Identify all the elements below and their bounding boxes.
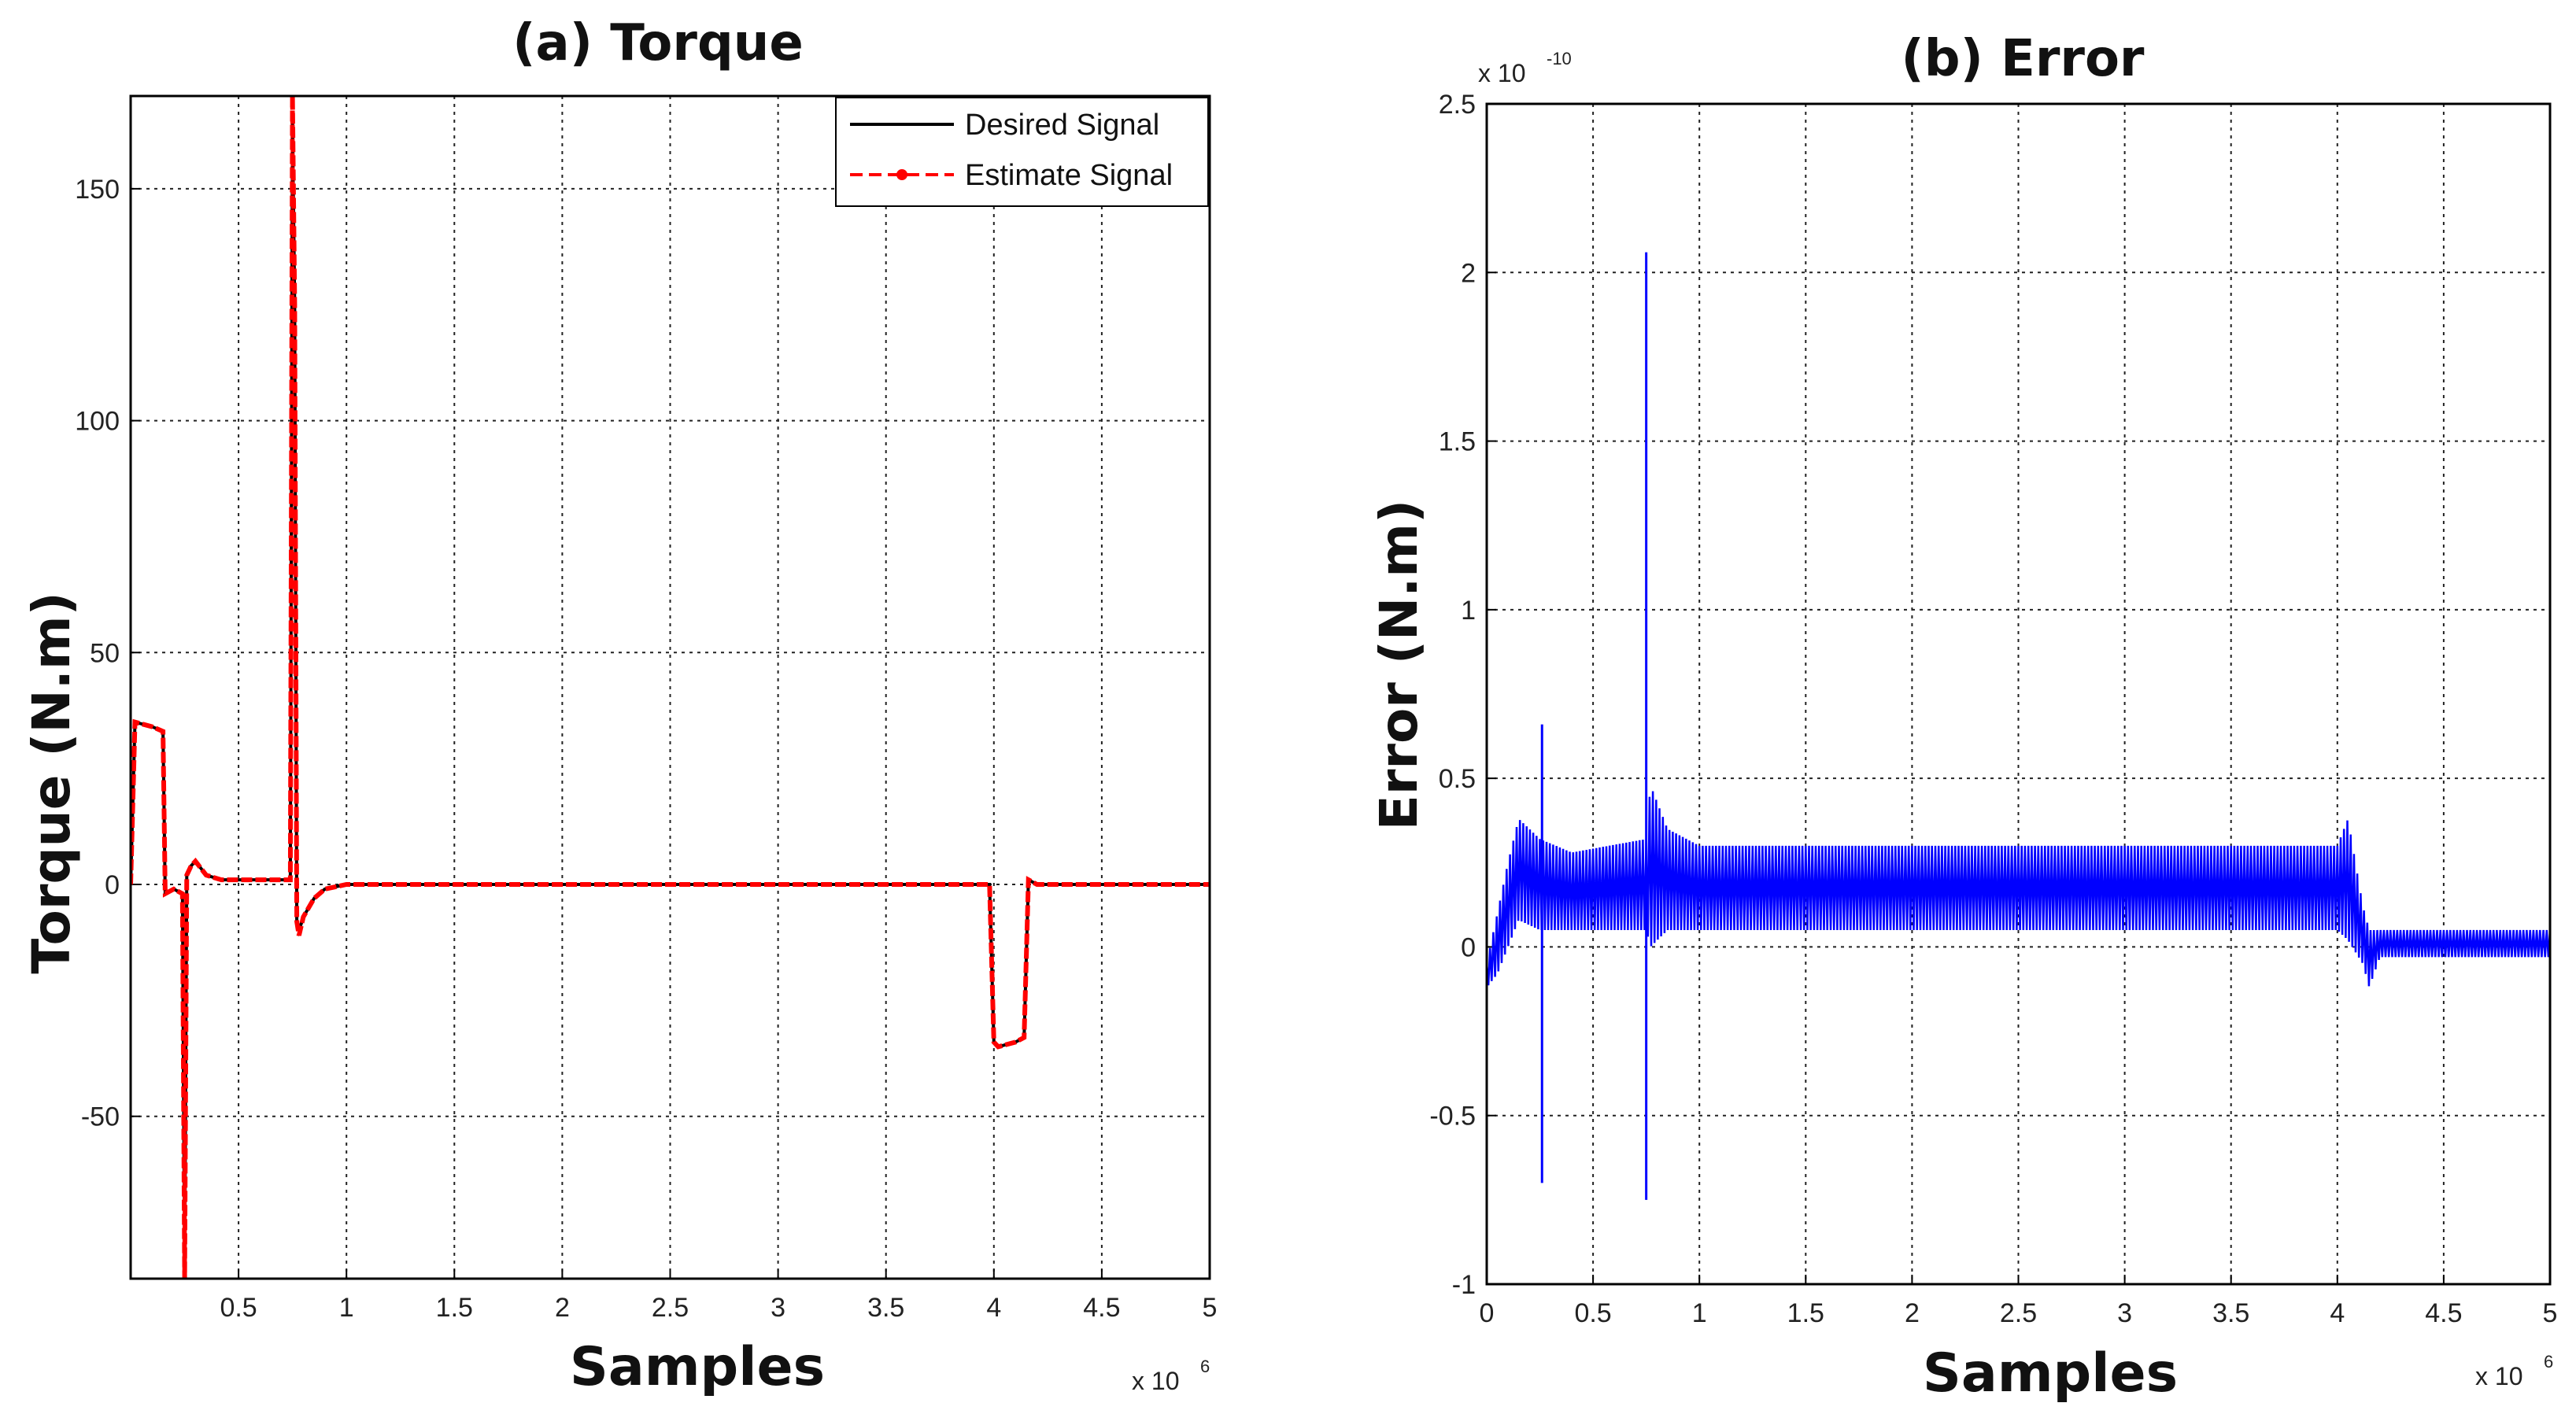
y-tick-label: -0.5 (1429, 1102, 1476, 1132)
legend-box-a (835, 97, 1209, 207)
axes-frame-b (1485, 102, 2552, 1286)
y-tick-label: 1.5 (1439, 427, 1476, 457)
x-multiplier-exp-a: 6 (1200, 1357, 1210, 1376)
x-axis-label-b: Samples (1923, 1342, 2178, 1405)
x-tick-label: 3.5 (867, 1293, 904, 1323)
y-multiplier-b: x 10 (1478, 59, 1525, 87)
x-tick-label: 0 (1480, 1298, 1495, 1328)
y-multiplier-exp-b: -10 (1547, 49, 1572, 68)
x-tick-label: 2 (1905, 1298, 1920, 1328)
x-tick-label: 4 (986, 1293, 1001, 1323)
y-tick-label: 100 (75, 407, 120, 437)
y-tick-label: -50 (81, 1102, 120, 1132)
legend-label-desired: Desired Signal (965, 109, 1159, 142)
x-axis-label-a: Samples (570, 1336, 825, 1398)
x-tick-label: 4.5 (1083, 1293, 1120, 1323)
x-tick-label: 3.5 (2212, 1298, 2249, 1328)
axes-frame-a (129, 94, 1211, 1280)
x-multiplier-a: x 10 (1132, 1367, 1179, 1395)
y-tick-label: 1 (1461, 596, 1476, 626)
series-line-estimate (131, 96, 1210, 1279)
x-tick-label: 2.5 (652, 1293, 689, 1323)
legend-marker-estimate (896, 169, 907, 180)
legend-label-estimate: Estimate Signal (965, 159, 1173, 192)
x-tick-label: 1.5 (1787, 1298, 1824, 1328)
panel-b: 0 0.5 1 1.5 2 2.5 3 3.5 4 4.5 5-1-0.500.511.522.5 … (1369, 30, 2557, 1405)
x-tick-label: 1 (1692, 1298, 1707, 1328)
y-tick-label: 0 (1461, 932, 1476, 962)
ticks-b: 0 0.5 1 1.5 2 2.5 3 3.5 4 4.5 5 -1 -0.5 0 0.5 1 1.5 2 2.5 (1429, 90, 2557, 1328)
y-tick-label: -1 (1452, 1270, 1476, 1300)
x-tick-label: 2 (555, 1293, 570, 1323)
error-signal-line (1485, 791, 2552, 987)
y-tick-label: 0.5 (1439, 764, 1476, 794)
series-b (1485, 252, 2552, 1200)
chart-title-a: (a) Torque (512, 14, 803, 72)
x-tick-label: 0.5 (1574, 1298, 1611, 1328)
x-multiplier-b: x 10 (2475, 1362, 2522, 1390)
x-tick-label: 1 (339, 1293, 354, 1323)
grid-b (1487, 104, 2550, 1284)
legend-a: Desired Signal Estimate Signal (835, 97, 1209, 207)
y-axis-label-a: Torque (N.m) (21, 592, 82, 974)
panel-a: 0.5 1 1.5 2 2.5 3 3.5 4 4.5 5 -50 0 50 100 150 (a) Tor… (21, 14, 1217, 1398)
x-tick-label: 4 (2330, 1298, 2345, 1328)
y-tick-label: 0 (105, 870, 120, 900)
y-axis-label-b: Error (N.m) (1369, 500, 1429, 830)
x-tick-label: 5 (1203, 1293, 1218, 1323)
x-tick-label: 4.5 (2425, 1298, 2462, 1328)
x-tick-label: 3 (2117, 1298, 2132, 1328)
x-tick-label: 1.5 (436, 1293, 473, 1323)
y-tick-label: 2 (1461, 258, 1476, 288)
y-tick-label: 2.5 (1439, 90, 1476, 120)
x-tick-label: 5 (2543, 1298, 2558, 1328)
y-tick-label: 150 (75, 175, 120, 205)
x-multiplier-exp-b: 6 (2544, 1352, 2553, 1372)
x-tick-label: 2.5 (2000, 1298, 2037, 1328)
x-tick-label: 3 (771, 1293, 785, 1323)
y-tick-label: 50 (90, 638, 120, 668)
ticks-a: 0.5 1 1.5 2 2.5 3 3.5 4 4.5 5 -50 0 50 100 150 (75, 175, 1217, 1323)
series-a (131, 96, 1210, 1279)
x-tick-label: 0.5 (220, 1293, 257, 1323)
chart-title-b: (b) Error (1902, 30, 2145, 88)
